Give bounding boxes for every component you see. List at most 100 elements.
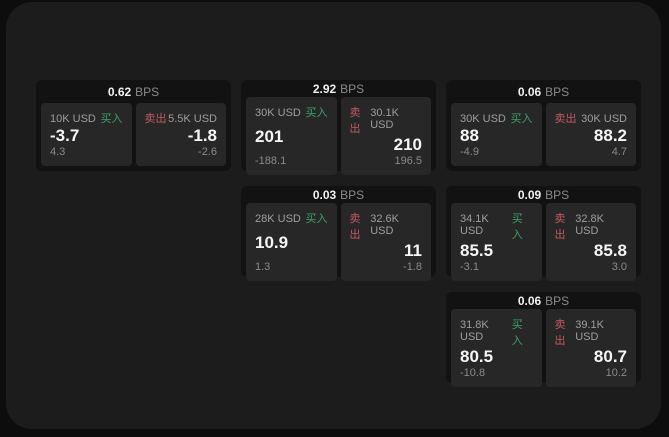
buy-change: -4.9 [460,146,479,158]
bps-unit-label: BPS [135,85,160,99]
buy-label-row: 31.8K USD 买入 [460,316,533,348]
card-body: 31.8K USD 买入 80.5 -10.8 卖出 39.1K USD 80.… [451,309,636,387]
buy-change: 1.3 [255,260,271,273]
card-header: 2.92 BPS [241,80,436,96]
quote-card[interactable]: 0.06 BPS 30K USD 买入 88 -4.9 卖出 30K USD [446,80,641,171]
buy-price: -3.7 [50,125,80,145]
buy-side-label: 买入 [511,319,523,347]
sell-label-row: 卖出 30K USD [555,110,628,126]
sell-panel[interactable]: 卖出 30K USD 88.2 4.7 [545,103,636,166]
bps-value: 0.62 [107,85,132,99]
sell-label-row: 卖出 39.1K USD [555,316,628,348]
sell-side-label: 卖出 [554,319,566,347]
quote-card[interactable]: 0.09 BPS 34.1K USD 买入 85.5 -3.1 卖出 32.8K… [446,186,641,281]
card-body: 30K USD 买入 88 -4.9 卖出 30K USD 88.2 4.7 [451,103,636,166]
buy-amount: 31.8K USD [460,319,489,343]
buy-side-label: 买入 [100,113,123,125]
buy-amount: 30K USD [460,113,506,125]
quote-card[interactable]: 0.06 BPS 31.8K USD 买入 80.5 -10.8 卖出 39.1… [446,292,641,387]
buy-panel[interactable]: 34.1K USD 买入 85.5 -3.1 [451,203,542,281]
app-panel: 0.62 BPS 10K USD 买入 -3.7 4.3 卖出 5.5K USD [6,2,661,429]
sell-side-label: 卖出 [349,107,361,135]
sell-amount: 30K USD [581,113,627,125]
buy-panel[interactable]: 30K USD 买入 88 -4.9 [451,103,542,166]
buy-price: 88 [460,125,479,145]
sell-side-label: 卖出 [349,213,361,241]
bps-unit-label: BPS [340,188,365,202]
card-header: 0.03 BPS [241,186,436,202]
sell-panel[interactable]: 卖出 5.5K USD -1.8 -2.6 [135,103,226,166]
sell-change: -1.8 [403,260,422,273]
card-header: 0.62 BPS [36,80,231,102]
buy-amount: 10K USD [50,113,96,125]
buy-change: 4.3 [50,146,66,158]
quote-card[interactable]: 0.03 BPS 28K USD 买入 10.9 1.3 卖出 32.6K US… [241,186,436,281]
buy-change: -3.1 [460,260,479,273]
sell-panel[interactable]: 卖出 32.6K USD 11 -1.8 [340,203,431,281]
buy-label-row: 30K USD 买入 [255,104,328,120]
buy-panel[interactable]: 30K USD 买入 201 -188.1 [246,97,337,175]
buy-panel[interactable]: 31.8K USD 买入 80.5 -10.8 [451,309,542,387]
buy-panel[interactable]: 28K USD 买入 10.9 1.3 [246,203,337,281]
sell-amount: 32.8K USD [575,213,604,237]
buy-label-row: 30K USD 买入 [460,110,533,126]
buy-panel[interactable]: 10K USD 买入 -3.7 4.3 [41,103,132,166]
sell-price: 88.2 [593,125,627,145]
buy-change: -10.8 [460,366,486,379]
buy-price: 85.5 [460,241,494,260]
sell-amount: 5.5K USD [168,113,217,125]
buy-price: 10.9 [255,233,289,252]
buy-change: -188.1 [255,154,287,167]
sell-panel[interactable]: 卖出 39.1K USD 80.7 10.2 [545,309,636,387]
bps-unit-label: BPS [545,85,570,99]
sell-amount: 39.1K USD [575,319,604,343]
card-body: 30K USD 买入 201 -188.1 卖出 30.1K USD 210 1… [246,97,431,175]
buy-side-label: 买入 [511,213,523,241]
bps-value: 0.03 [312,188,337,202]
sell-change: 4.7 [611,146,627,158]
buy-amount: 30K USD [255,107,301,119]
bps-unit-label: BPS [340,82,365,96]
sell-price: 80.7 [593,347,627,366]
bps-value: 0.06 [517,294,542,308]
sell-price: 11 [404,241,422,260]
buy-amount: 28K USD [255,213,301,225]
sell-price: 210 [393,135,422,154]
sell-price: -1.8 [187,125,217,145]
card-header: 0.06 BPS [446,292,641,308]
bps-value: 0.09 [517,188,542,202]
bps-value: 0.06 [517,85,542,99]
buy-side-label: 买入 [510,113,533,125]
sell-change: 3.0 [611,260,627,273]
sell-change: 10.2 [605,366,627,379]
quote-card[interactable]: 2.92 BPS 30K USD 买入 201 -188.1 卖出 30.1K … [241,80,436,175]
sell-price: 85.8 [593,241,627,260]
card-header: 0.06 BPS [446,80,641,102]
sell-amount: 32.6K USD [370,213,399,237]
buy-amount: 34.1K USD [460,213,489,237]
sell-side-label: 卖出 [554,213,566,241]
sell-label-row: 卖出 30.1K USD [350,104,423,136]
buy-label-row: 28K USD 买入 [255,210,328,226]
buy-label-row: 34.1K USD 买入 [460,210,533,242]
sell-change: 196.5 [394,154,422,167]
bps-unit-label: BPS [545,294,570,308]
sell-side-label: 卖出 [144,113,167,125]
sell-panel[interactable]: 卖出 30.1K USD 210 196.5 [340,97,431,175]
card-header: 0.09 BPS [446,186,641,202]
card-body: 28K USD 买入 10.9 1.3 卖出 32.6K USD 11 -1.8 [246,203,431,281]
sell-change: -2.6 [198,146,217,158]
buy-price: 201 [255,127,284,146]
sell-label-row: 卖出 32.8K USD [555,210,628,242]
quote-card[interactable]: 0.62 BPS 10K USD 买入 -3.7 4.3 卖出 5.5K USD [36,80,231,171]
sell-label-row: 卖出 5.5K USD [145,110,218,126]
buy-label-row: 10K USD 买入 [50,110,123,126]
sell-panel[interactable]: 卖出 32.8K USD 85.8 3.0 [545,203,636,281]
sell-side-label: 卖出 [554,113,577,125]
quote-card-grid: 0.62 BPS 10K USD 买入 -3.7 4.3 卖出 5.5K USD [36,80,641,387]
bps-unit-label: BPS [545,188,570,202]
sell-amount: 30.1K USD [370,107,399,131]
card-body: 10K USD 买入 -3.7 4.3 卖出 5.5K USD -1.8 -2.… [41,103,226,166]
buy-price: 80.5 [460,347,494,366]
bps-value: 2.92 [312,82,337,96]
